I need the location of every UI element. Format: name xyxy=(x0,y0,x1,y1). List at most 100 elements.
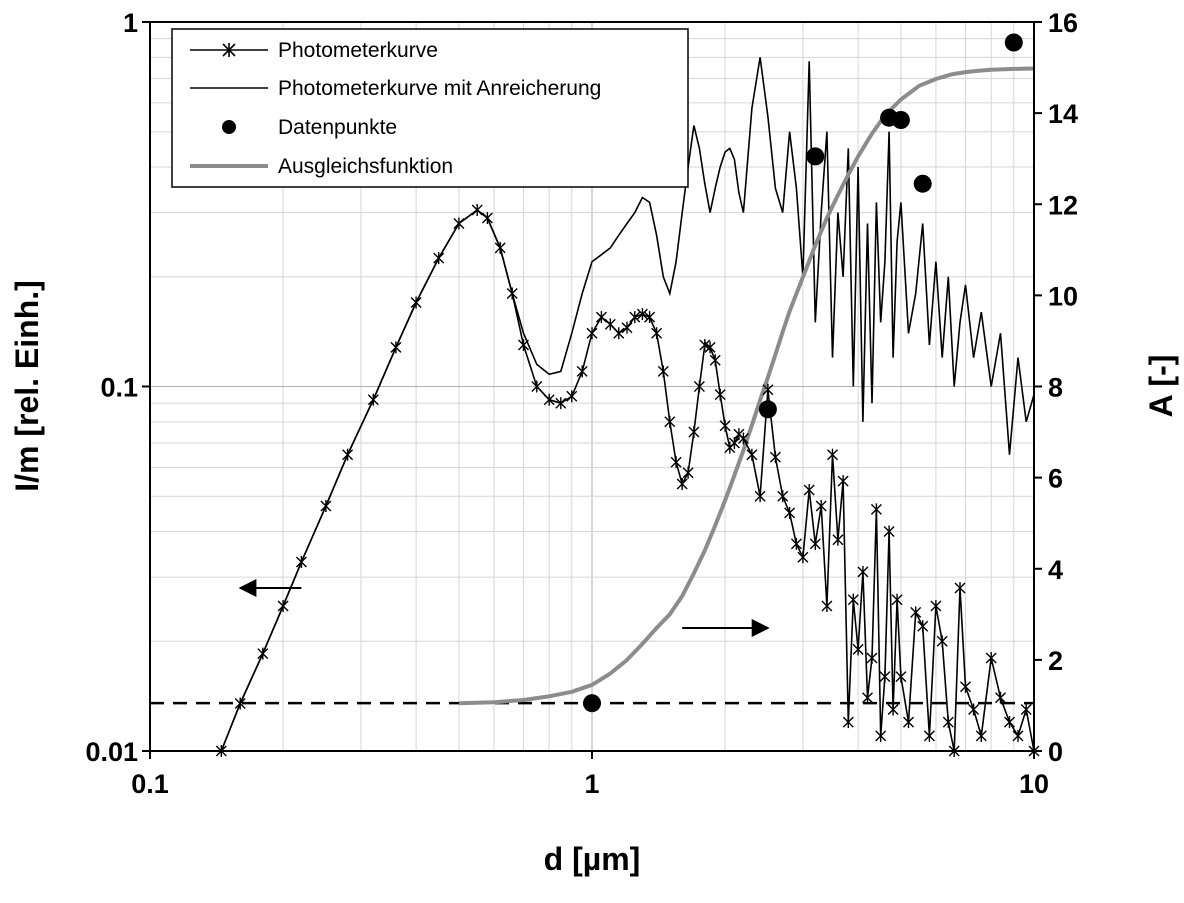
photometer-point xyxy=(777,490,789,503)
photometer-point xyxy=(543,393,555,406)
photometer-point xyxy=(636,308,648,321)
photometer-point xyxy=(670,456,682,469)
photometer-point xyxy=(433,252,445,265)
x-axis-label: d [µm] xyxy=(544,841,641,877)
y2-tick-label: 12 xyxy=(1048,190,1078,220)
photometer-point xyxy=(784,506,796,519)
photometer-point xyxy=(769,451,781,464)
photometer-point xyxy=(693,380,705,393)
photometer-point xyxy=(621,321,633,334)
photometer-point xyxy=(790,537,802,550)
annotations xyxy=(238,579,770,637)
photometer-point xyxy=(827,448,838,461)
photometer-point xyxy=(566,390,578,403)
photometer-point xyxy=(613,327,625,340)
legend-marker-photometer xyxy=(222,43,236,57)
photometer-point xyxy=(257,647,269,660)
x-tick-label: 1 xyxy=(584,769,599,799)
photometer-point xyxy=(762,383,774,396)
legend-marker-datapoints xyxy=(222,120,236,134)
photometer-point xyxy=(866,652,878,664)
photometer-point xyxy=(870,503,882,516)
y-axis-label: I/m [rel. Einh.] xyxy=(9,280,45,492)
x-tick-label: 10 xyxy=(1019,769,1049,799)
photometer-point xyxy=(917,620,929,633)
photometer-point xyxy=(887,703,899,716)
data-point xyxy=(913,174,932,193)
photometer-point xyxy=(688,426,700,438)
y2-axis-label: A [-] xyxy=(1143,355,1179,418)
photometer-point xyxy=(676,478,688,490)
legend-label-fit: Ausgleichsfunktion xyxy=(278,155,453,178)
photometer-point xyxy=(682,466,694,479)
photometer-point xyxy=(1004,716,1015,729)
photometer-point xyxy=(651,327,663,340)
photometer-point xyxy=(942,716,954,729)
legend: Photometerkurve Photometerkurve mit Anre… xyxy=(171,28,689,188)
photometer-point xyxy=(714,388,726,401)
data-point xyxy=(583,694,601,713)
photometer-point xyxy=(657,365,669,378)
photometer-point xyxy=(847,593,859,606)
photometer-point xyxy=(586,327,598,340)
legend-entry-fit: Ausgleichsfunktion xyxy=(190,155,453,178)
photometer-point xyxy=(883,525,895,538)
series-fit-line xyxy=(458,66,1035,706)
data-point xyxy=(891,111,910,129)
series-enriched-line xyxy=(220,57,1035,752)
photometer-point xyxy=(699,339,711,351)
photometer-point xyxy=(879,670,891,683)
photometer-point xyxy=(985,652,997,664)
legend-label-photometer: Photometerkurve xyxy=(278,39,438,62)
photometer-point xyxy=(719,419,731,432)
y2-tick-label: 16 xyxy=(1048,8,1078,38)
photometer-point xyxy=(506,287,518,300)
photometer-point xyxy=(809,537,821,550)
photometer-point xyxy=(857,565,869,578)
photometer-point xyxy=(342,448,354,461)
photometer-point xyxy=(481,212,493,224)
y-tick-label: 0.01 xyxy=(85,737,138,767)
y2-tick-label: 8 xyxy=(1048,373,1063,403)
photometer-point xyxy=(862,691,873,704)
photometer-point xyxy=(968,703,980,716)
series-layer xyxy=(215,33,1040,757)
photometer-point xyxy=(555,397,567,410)
data-point xyxy=(1004,33,1023,52)
legend-entry-datapoints: Datenpunkte xyxy=(222,116,397,139)
photometer-point xyxy=(531,380,543,393)
legend-label-datapoints: Datenpunkte xyxy=(278,116,397,139)
y-tick-label: 0.1 xyxy=(100,373,138,403)
data-point xyxy=(806,147,825,166)
photometer-point xyxy=(1020,703,1032,716)
photometer-point xyxy=(234,697,246,710)
photometer-point xyxy=(803,484,815,496)
legend-box xyxy=(171,28,689,188)
photometer-point xyxy=(576,365,588,378)
photometer-point xyxy=(923,729,935,742)
photometer-point xyxy=(518,339,529,351)
y2-tick-label: 6 xyxy=(1048,464,1063,494)
photometer-point xyxy=(954,582,966,594)
x-tick-label: 0.1 xyxy=(131,769,169,799)
photometer-point xyxy=(277,600,289,612)
photometer-point xyxy=(875,729,887,742)
photometer-point xyxy=(832,533,844,546)
data-point xyxy=(758,400,777,419)
photometer-point xyxy=(737,432,749,445)
photometer-point xyxy=(709,354,721,367)
photometer-point xyxy=(960,680,971,693)
y2-tick-label: 4 xyxy=(1048,555,1063,585)
photometer-point xyxy=(815,500,827,512)
photometer-point xyxy=(471,204,483,216)
photometer-point xyxy=(903,716,914,729)
photometer-point xyxy=(367,393,379,406)
photometer-point xyxy=(629,311,641,324)
photometer-point xyxy=(704,341,716,354)
photometer-point xyxy=(837,475,849,488)
photometer-point xyxy=(852,643,864,656)
y2-tick-label: 2 xyxy=(1048,646,1063,676)
legend-entry-enriched: Photometerkurve mit Anreicherung xyxy=(190,77,601,100)
